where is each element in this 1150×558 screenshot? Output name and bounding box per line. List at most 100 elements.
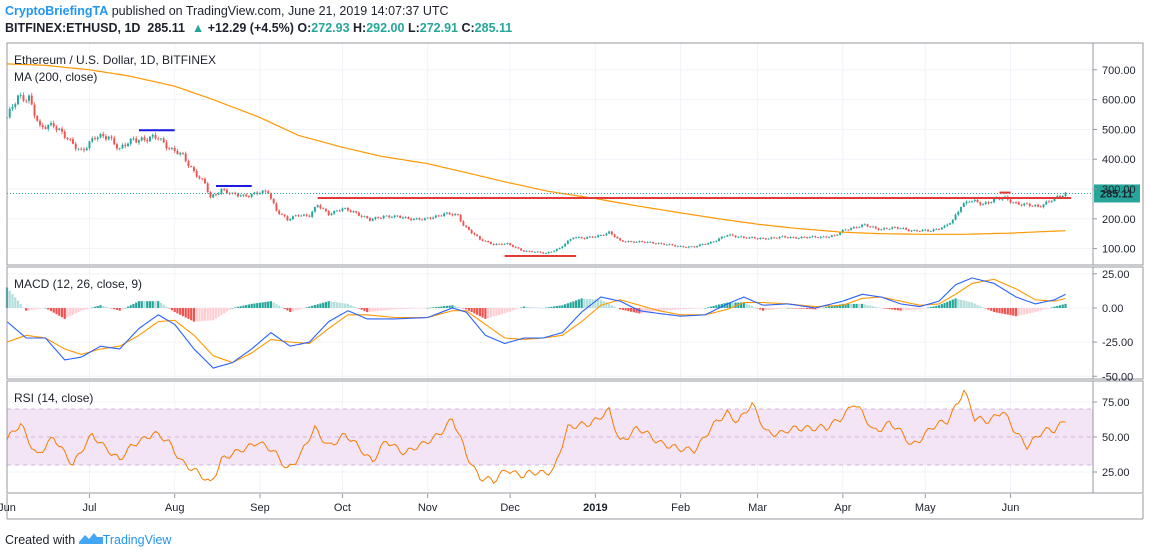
macd-histogram-bar — [904, 307, 908, 311]
macd-histogram-bar — [671, 307, 674, 310]
candle — [753, 237, 756, 239]
macd-histogram-bar — [374, 307, 377, 312]
low-label: L: — [407, 21, 420, 35]
tradingview-brand[interactable]: TradingView — [102, 533, 172, 547]
candle — [971, 201, 973, 202]
candle — [704, 244, 707, 245]
macd-histogram-bar — [113, 307, 116, 310]
candle — [514, 246, 517, 248]
candle — [830, 235, 833, 237]
candle — [550, 251, 553, 253]
macd-histogram-bar — [27, 307, 31, 311]
macd-histogram-bar — [404, 307, 407, 309]
candle — [69, 138, 72, 140]
candle — [564, 243, 567, 247]
macd-histogram-bar — [443, 306, 446, 308]
macd-histogram-bar — [495, 307, 498, 316]
macd-histogram-bar — [181, 307, 185, 317]
candle — [302, 214, 305, 216]
macd-histogram-bar — [896, 307, 899, 311]
macd-histogram-bar — [959, 299, 963, 308]
candle — [841, 230, 844, 233]
macd-tick-label: 25.00 — [1102, 269, 1130, 281]
macd-histogram-bar — [467, 307, 470, 311]
price-tick-label: 600.00 — [1102, 95, 1136, 107]
candle — [935, 228, 938, 230]
x-tick-label: Oct — [334, 502, 351, 514]
candle — [206, 183, 209, 193]
macd-histogram-bar — [918, 307, 921, 310]
candle — [456, 214, 459, 215]
x-tick-label: Feb — [671, 502, 690, 514]
x-tick-label: Mar — [748, 502, 767, 514]
candle — [33, 104, 36, 116]
candle — [289, 219, 292, 221]
macd-histogram-bar — [772, 307, 776, 310]
candle — [429, 217, 432, 219]
candle — [547, 252, 550, 254]
chart-area[interactable]: 285.11 Jun Jul Aug Sep Oct Nov Dec 2019 Feb Mar Ap… — [0, 0, 1150, 530]
candle — [836, 234, 839, 236]
macd-histogram-bar — [1003, 307, 1007, 315]
macd-histogram-bar — [528, 307, 531, 308]
candle — [127, 143, 129, 147]
candle — [949, 223, 951, 225]
candle — [1064, 192, 1067, 196]
macd-histogram-bar — [187, 307, 190, 319]
macd-histogram-bar — [1056, 305, 1059, 308]
macd-histogram-bar — [926, 307, 930, 309]
macd-histogram-bar — [121, 307, 124, 310]
candle — [583, 238, 586, 239]
candle — [951, 219, 954, 224]
macd-histogram-bar — [558, 305, 561, 308]
macd-histogram-bar — [687, 307, 690, 309]
macd-histogram-bar — [662, 307, 666, 311]
macd-histogram-bar — [140, 301, 143, 308]
macd-histogram-bar — [500, 307, 503, 315]
candle — [209, 192, 212, 198]
candle — [910, 230, 913, 232]
candle — [591, 236, 594, 238]
macd-histogram-bar — [709, 306, 712, 308]
candle — [338, 210, 341, 212]
x-tick-label: Jul — [82, 502, 96, 514]
candle — [907, 229, 910, 232]
candle — [759, 238, 762, 240]
candle — [720, 236, 723, 239]
candle — [393, 215, 396, 218]
candle — [423, 218, 426, 220]
macd-histogram-bar — [594, 299, 597, 308]
candle — [855, 227, 858, 228]
macd-histogram-bar — [652, 307, 655, 312]
candle — [242, 194, 245, 196]
candle — [745, 237, 748, 239]
macd-histogram-bar — [69, 307, 72, 317]
price-tick-label: 100.00 — [1102, 244, 1136, 256]
candle — [932, 229, 935, 232]
candle — [22, 95, 25, 101]
candle — [731, 234, 734, 236]
candle — [484, 240, 487, 242]
candle — [822, 236, 825, 238]
macd-histogram-bar — [1050, 307, 1053, 308]
macd-histogram-bar — [11, 294, 14, 308]
candle — [324, 208, 327, 212]
candle — [489, 241, 492, 244]
macd-histogram-bar — [390, 307, 394, 310]
macd-histogram-bar — [940, 304, 943, 308]
candle — [363, 216, 366, 218]
candle — [707, 243, 710, 245]
macd-histogram-bar — [366, 307, 369, 313]
macd-histogram-bar — [555, 306, 558, 308]
macd-histogram-bar — [1042, 307, 1045, 310]
candle — [632, 241, 635, 243]
author-name[interactable]: CryptoBriefingTA — [5, 4, 109, 18]
candle — [965, 201, 968, 204]
candle — [555, 249, 558, 251]
macd-histogram-bar — [412, 307, 416, 309]
candle — [786, 237, 789, 239]
candle — [407, 216, 410, 219]
macd-histogram-bar — [588, 299, 591, 308]
candle — [888, 228, 891, 230]
macd-histogram-bar — [311, 305, 314, 308]
